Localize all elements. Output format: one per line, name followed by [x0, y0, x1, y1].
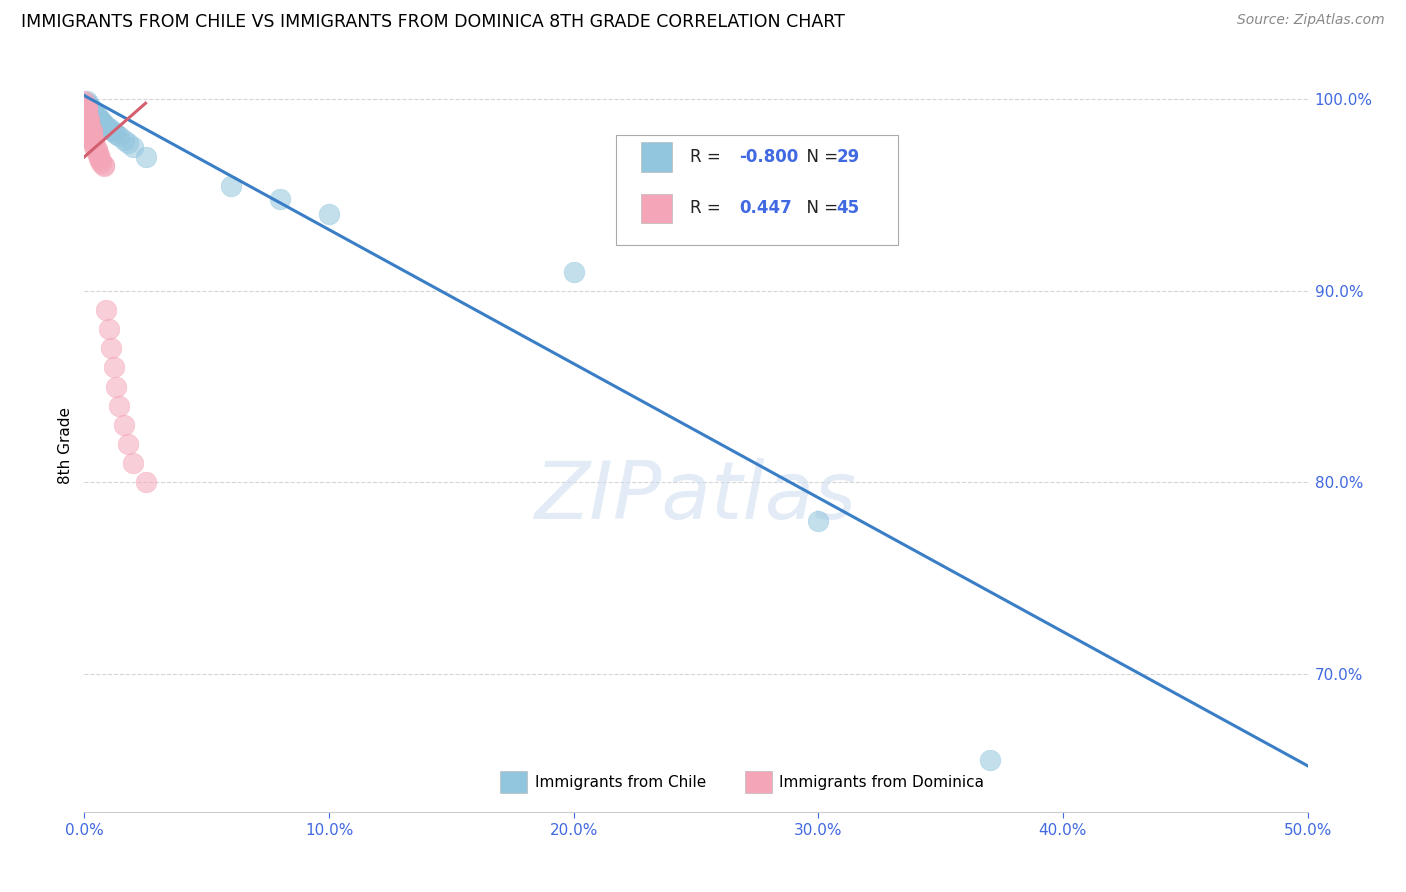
Y-axis label: 8th Grade: 8th Grade [58, 408, 73, 484]
Point [87, 148, 110, 162]
Point [93, 157, 115, 171]
Point [77, 117, 100, 131]
Point [100, 123, 122, 137]
Point [96, 120, 118, 134]
Point [269, 192, 291, 206]
Point [86, 142, 108, 156]
Point [83, 135, 105, 149]
Point [93, 160, 115, 174]
Point [76, 110, 98, 124]
Point [80, 123, 103, 137]
Point [90, 113, 112, 128]
Bar [745, 772, 772, 794]
Point [93, 117, 115, 131]
Text: 0.447: 0.447 [738, 199, 792, 218]
Point [90, 153, 112, 168]
Point [117, 437, 139, 451]
Point [87, 112, 110, 126]
Point [807, 514, 830, 528]
Point [77, 112, 100, 126]
Point [97, 121, 120, 136]
Point [318, 207, 340, 221]
Text: N =: N = [796, 148, 844, 166]
Point [122, 456, 145, 470]
Point [76, 103, 98, 118]
Point [219, 178, 242, 193]
Point [112, 417, 135, 432]
Text: ZIPatlas: ZIPatlas [534, 458, 858, 536]
Point [80, 130, 103, 145]
Point [76, 105, 98, 120]
Point [122, 140, 145, 154]
Point [80, 103, 103, 118]
Point [77, 100, 100, 114]
Point [87, 150, 110, 164]
Point [76, 100, 98, 114]
Point [77, 98, 100, 112]
Bar [501, 772, 527, 794]
Point [86, 108, 108, 122]
Point [77, 120, 100, 134]
Point [103, 360, 125, 375]
Point [76, 108, 98, 122]
Point [107, 399, 129, 413]
Point [86, 144, 108, 158]
Point [77, 115, 100, 129]
Point [76, 95, 98, 109]
Point [80, 102, 103, 116]
Point [107, 128, 129, 143]
Point [105, 127, 128, 141]
Point [77, 113, 100, 128]
Point [979, 753, 1001, 767]
Point [80, 133, 103, 147]
Point [73, 96, 96, 111]
Point [97, 322, 120, 336]
Point [90, 155, 112, 169]
Point [80, 127, 103, 141]
Point [77, 121, 100, 136]
Text: IMMIGRANTS FROM CHILE VS IMMIGRANTS FROM DOMINICA 8TH GRADE CORRELATION CHART: IMMIGRANTS FROM CHILE VS IMMIGRANTS FROM… [21, 13, 845, 31]
Text: Immigrants from Dominica: Immigrants from Dominica [779, 775, 984, 790]
Text: R =: R = [690, 199, 731, 218]
Text: Source: ZipAtlas.com: Source: ZipAtlas.com [1237, 13, 1385, 28]
Point [83, 136, 105, 151]
Point [83, 138, 105, 153]
Bar [641, 194, 672, 223]
Point [562, 265, 585, 279]
FancyBboxPatch shape [616, 136, 898, 245]
Point [76, 96, 98, 111]
Point [105, 379, 128, 393]
Text: -0.800: -0.800 [738, 148, 799, 166]
Text: Immigrants from Chile: Immigrants from Chile [534, 775, 706, 790]
Point [76, 102, 98, 116]
Point [86, 146, 108, 161]
Text: N =: N = [796, 199, 844, 218]
Text: R =: R = [690, 148, 725, 166]
Point [86, 110, 108, 124]
Text: 29: 29 [837, 148, 860, 166]
Point [96, 303, 118, 318]
Point [73, 98, 96, 112]
Point [83, 140, 105, 154]
Point [135, 150, 157, 164]
Point [103, 125, 125, 139]
Point [112, 133, 135, 147]
Point [87, 152, 110, 166]
Point [117, 136, 139, 151]
Point [100, 342, 122, 356]
Point [80, 125, 103, 139]
Bar [641, 143, 672, 171]
Point [135, 475, 157, 490]
Point [80, 128, 103, 143]
Text: 45: 45 [837, 199, 859, 218]
Point [83, 105, 105, 120]
Point [73, 95, 96, 109]
Point [90, 115, 112, 129]
